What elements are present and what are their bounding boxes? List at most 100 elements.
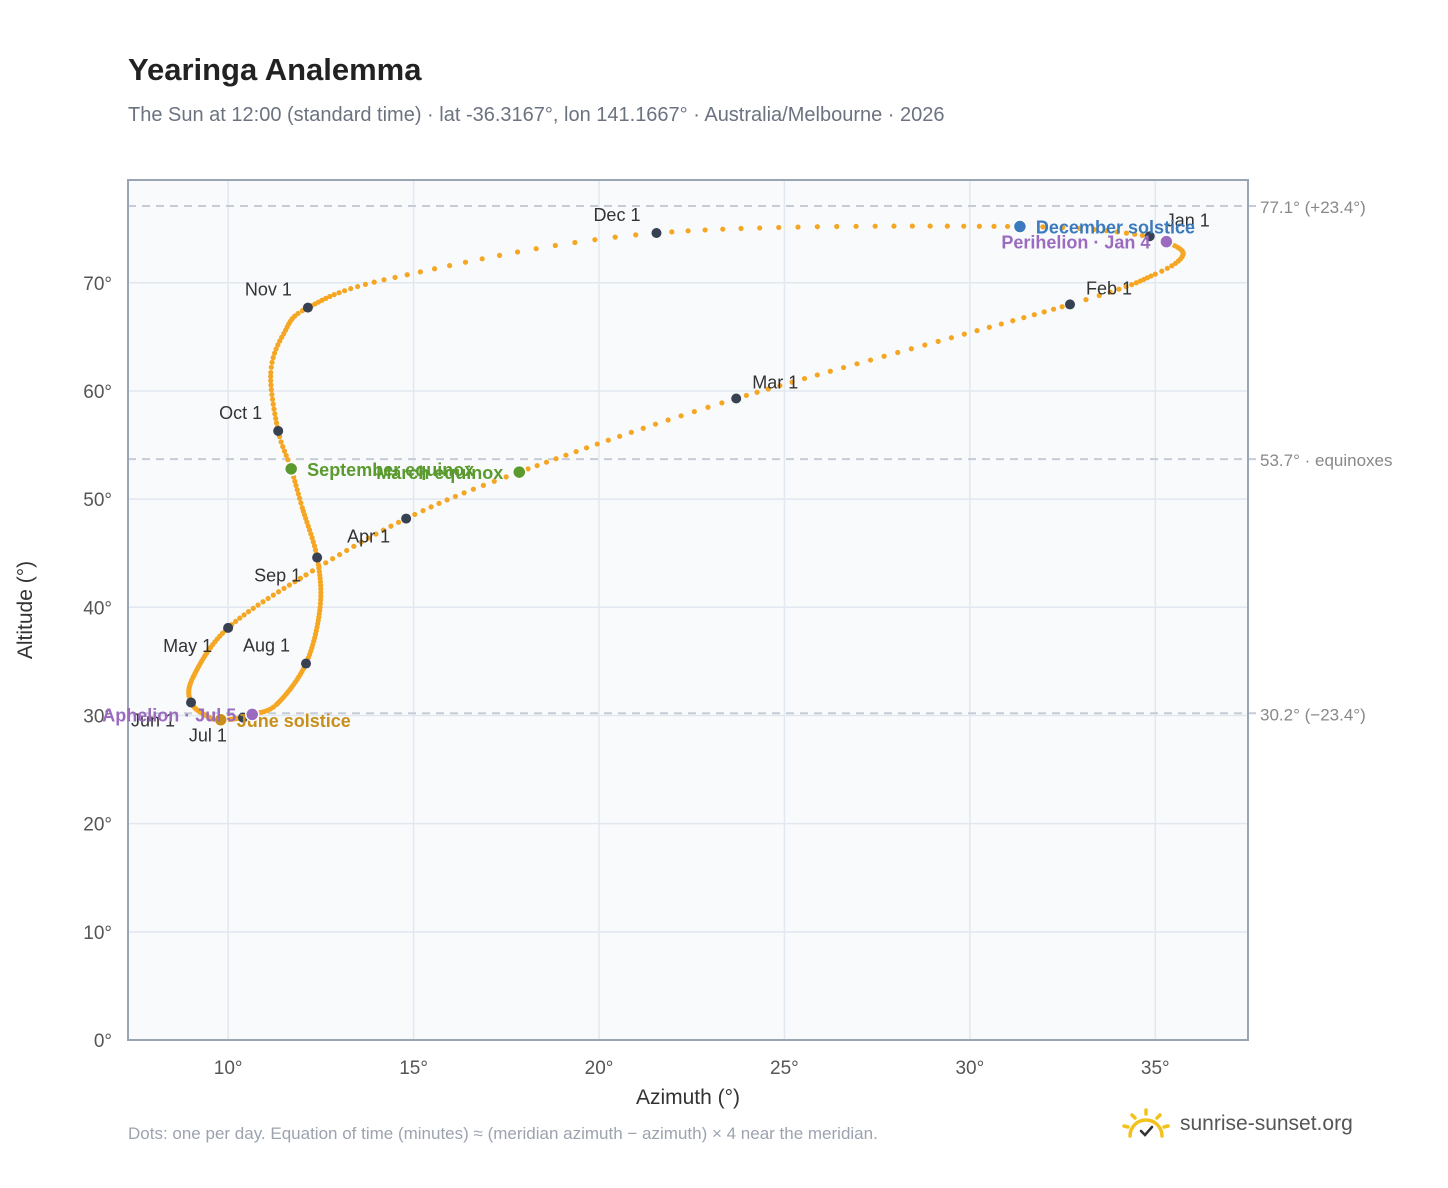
- daily-dot: [281, 448, 288, 454]
- daily-dot: [834, 223, 840, 230]
- month-marker: [651, 228, 662, 239]
- daily-dot: [268, 364, 274, 370]
- x-tick-label: 10°: [214, 1058, 243, 1079]
- daily-dot: [272, 411, 278, 417]
- daily-dot: [245, 609, 252, 615]
- event-marker: [512, 464, 527, 480]
- daily-dot: [691, 408, 697, 415]
- daily-dot: [452, 493, 459, 500]
- daily-dot: [269, 359, 275, 365]
- daily-dot: [269, 396, 276, 402]
- daily-dot: [1123, 284, 1129, 290]
- daily-dot: [976, 223, 982, 229]
- event-marker: [1012, 219, 1028, 234]
- event-marker: [283, 461, 299, 477]
- x-tick-label: 30°: [955, 1058, 984, 1079]
- daily-dot: [317, 604, 323, 610]
- daily-dot: [233, 618, 239, 625]
- y-tick-label: 70°: [83, 274, 112, 295]
- daily-dot: [1021, 315, 1027, 321]
- daily-dot: [514, 249, 521, 255]
- daily-dot: [743, 392, 749, 399]
- daily-dot: [294, 487, 300, 493]
- month-label: Aug 1: [243, 636, 290, 656]
- daily-dot: [273, 420, 280, 426]
- daily-dot: [496, 252, 503, 258]
- daily-dot: [317, 600, 324, 607]
- daily-dot: [777, 382, 783, 389]
- daily-dot: [327, 293, 333, 300]
- daily-dot: [299, 505, 305, 511]
- daily-dot: [757, 225, 763, 231]
- daily-dot: [444, 497, 450, 503]
- daily-dot: [1172, 260, 1179, 266]
- event-label: December solstice: [1036, 218, 1195, 238]
- daily-dot: [344, 547, 350, 554]
- daily-dot: [974, 328, 980, 334]
- daily-dot: [678, 413, 684, 419]
- daily-dot: [927, 223, 933, 229]
- daily-dot: [446, 262, 453, 269]
- daily-dot: [534, 462, 540, 469]
- month-marker: [401, 513, 412, 524]
- daily-dot: [1139, 232, 1145, 238]
- daily-dot: [310, 539, 316, 545]
- daily-dot: [605, 437, 611, 443]
- daily-dot: [1076, 225, 1083, 231]
- brand[interactable]: sunrise-sunset.org: [1120, 1104, 1353, 1144]
- daily-dot: [309, 568, 316, 574]
- event-marker: [213, 712, 228, 728]
- daily-dot: [1123, 230, 1130, 236]
- y-tick-label: 0°: [94, 1031, 112, 1052]
- daily-dot: [250, 605, 256, 611]
- daily-dot: [1050, 306, 1057, 312]
- daily-dot: [891, 223, 897, 229]
- y-tick-label: 30°: [83, 706, 112, 727]
- daily-dot: [237, 615, 243, 621]
- month-label: Jan 1: [1166, 210, 1210, 230]
- guide-label: 30.2° (−23.4°): [1260, 705, 1366, 724]
- daily-dot: [640, 425, 646, 431]
- daily-dot: [1116, 286, 1122, 292]
- daily-dot: [358, 539, 364, 545]
- daily-dot: [1103, 228, 1110, 234]
- daily-dot: [719, 400, 725, 406]
- guide-label: 77.1° (+23.4°): [1260, 198, 1366, 217]
- month-label: Mar 1: [752, 373, 798, 393]
- chart-title: Yearinga Analemma: [128, 52, 422, 87]
- daily-dot: [295, 310, 301, 317]
- daily-dot: [1096, 292, 1102, 299]
- daily-dot: [705, 404, 711, 410]
- daily-dot: [552, 242, 558, 249]
- daily-dot: [1137, 278, 1143, 284]
- daily-dot: [961, 223, 967, 229]
- daily-dot: [355, 283, 361, 290]
- daily-dot: [270, 355, 276, 361]
- daily-dot: [633, 232, 639, 238]
- daily-dot: [628, 429, 634, 435]
- y-tick-label: 50°: [83, 490, 112, 511]
- daily-dot: [652, 421, 659, 427]
- daily-dot: [308, 531, 314, 537]
- y-tick-label: 60°: [83, 382, 112, 403]
- daily-dot: [840, 364, 847, 371]
- daily-dot: [1129, 281, 1135, 288]
- daily-dot: [592, 237, 598, 243]
- daily-dot: [351, 543, 357, 549]
- plot-border: [127, 179, 1249, 1041]
- daily-dot: [280, 444, 286, 450]
- daily-dot: [754, 389, 760, 395]
- footnote: Dots: one per day. Equation of time (min…: [128, 1124, 878, 1143]
- daily-dot: [275, 342, 281, 348]
- daily-dot: [470, 486, 476, 492]
- daily-dot: [271, 406, 277, 412]
- daily-dot: [944, 223, 950, 229]
- daily-dot: [412, 511, 418, 518]
- brand-name: sunrise-sunset.org: [1180, 1112, 1353, 1135]
- daily-dot: [986, 324, 992, 330]
- daily-dot: [572, 239, 578, 246]
- month-marker: [273, 425, 284, 436]
- daily-dot: [373, 531, 379, 537]
- month-marker: [1144, 231, 1155, 242]
- daily-dot: [255, 602, 261, 608]
